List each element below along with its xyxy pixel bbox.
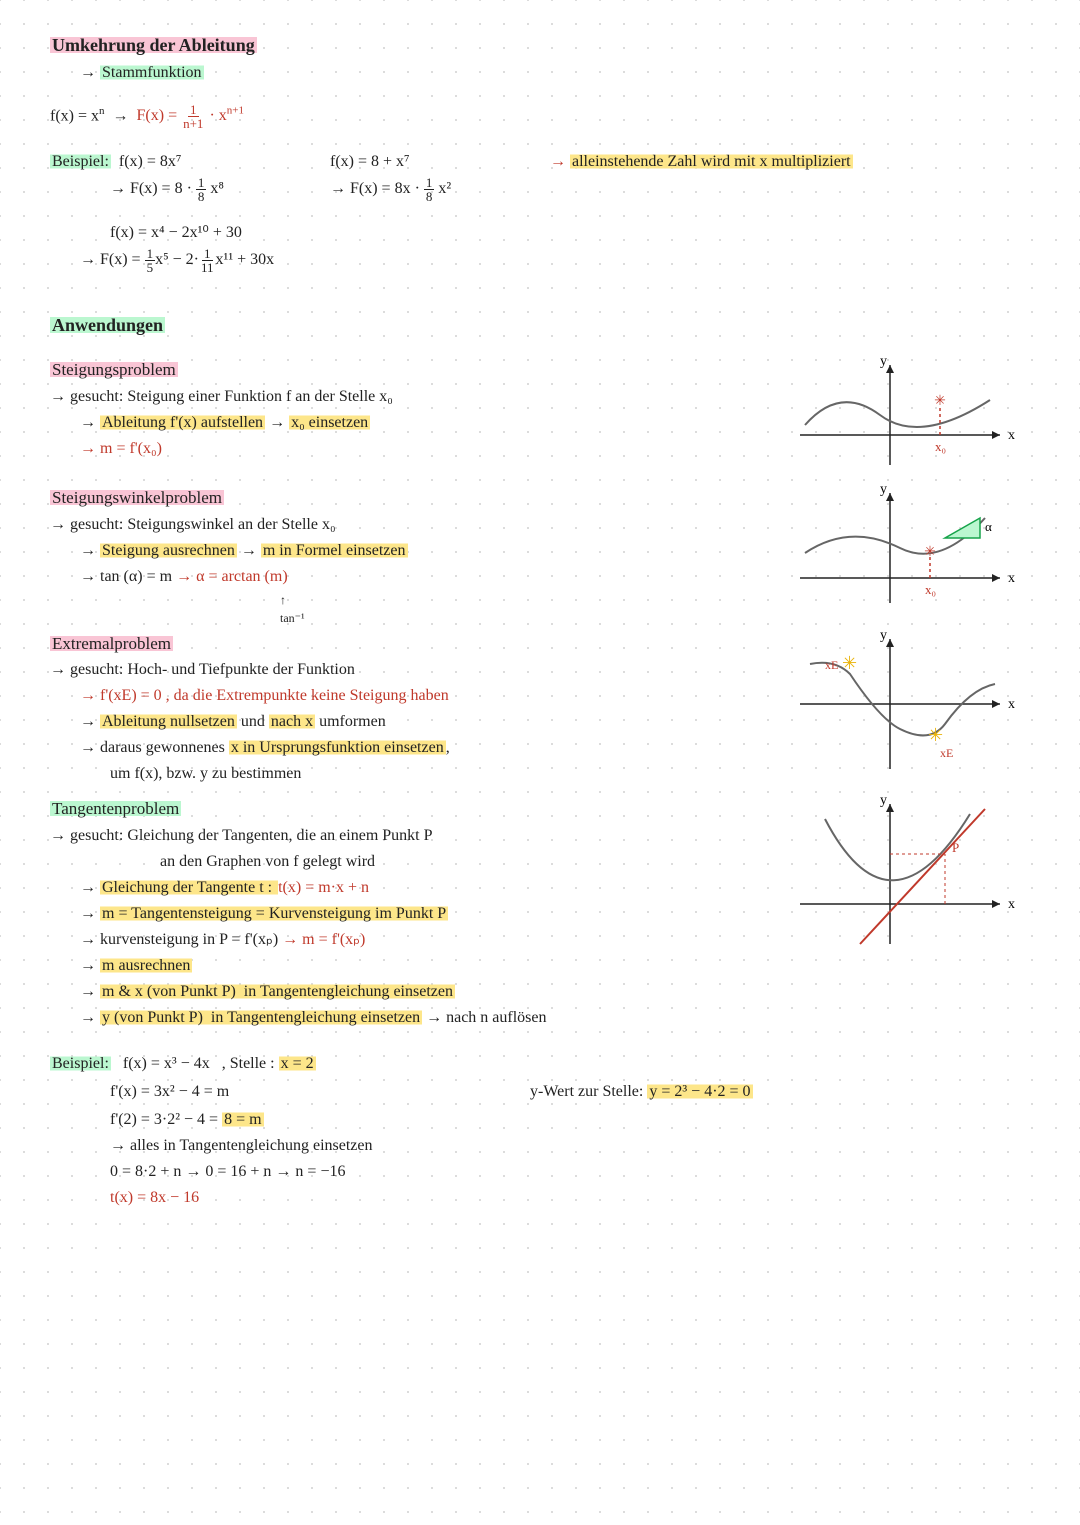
svg-text:x: x — [1008, 697, 1015, 712]
section-steigungsproblem: Steigungsproblem → gesucht: Steigung ein… — [50, 355, 1030, 475]
title-text: Umkehrung der Ableitung — [50, 35, 257, 55]
bsp2: Beispiel: f(x) = x³ − 4x , Stelle : x = … — [50, 1052, 1030, 1076]
svg-text:y: y — [880, 793, 887, 808]
graph-steigung: ✳ x y x₀ — [770, 355, 1030, 475]
svg-text:y: y — [880, 354, 887, 369]
section-extremal: Extremalproblem → gesucht: Hoch- und Tie… — [50, 629, 1030, 789]
section-tangenten: Tangentenproblem → gesucht: Gleichung de… — [50, 794, 1030, 1032]
stamm-text: Stammfunktion — [100, 64, 204, 81]
svg-text:x: x — [1008, 897, 1015, 912]
graph-winkel: ✳ α x y x₀ — [770, 483, 1030, 603]
svg-text:x: x — [1008, 428, 1015, 443]
svg-text:x₀: x₀ — [925, 582, 936, 597]
page-title: Umkehrung der Ableitung — [50, 32, 1030, 59]
graph-extremal: ✳ ✳ xE xE x y — [770, 629, 1030, 779]
svg-text:✳: ✳ — [924, 545, 936, 560]
svg-text:x₀: x₀ — [935, 439, 946, 454]
svg-text:xE: xE — [940, 746, 953, 760]
ex3-f: f(x) = x⁴ − 2x¹⁰ + 30 — [50, 221, 1030, 245]
svg-text:✳: ✳ — [842, 653, 857, 673]
graph-tangente: P x y — [770, 794, 1030, 954]
section-steigungswinkel: Steigungswinkelproblem → gesucht: Steigu… — [50, 483, 1030, 629]
svg-text:α: α — [985, 519, 992, 534]
svg-text:✳: ✳ — [934, 394, 946, 409]
ex3-F: → F(x) = 15x⁵ − 2·111x¹¹ + 30x — [50, 247, 1030, 274]
rule-lhs: f(x) = x — [50, 107, 99, 124]
svg-text:P: P — [952, 840, 959, 855]
power-rule: f(x) = xn → F(x) = 1n+1 · xn+1 — [50, 103, 1030, 130]
svg-text:y: y — [880, 628, 887, 643]
anwendungen-heading: Anwendungen — [50, 312, 1030, 339]
svg-text:x: x — [1008, 571, 1015, 586]
stamm-line: → Stammfunktion — [50, 61, 1030, 85]
example-row-1: Beispiel: f(x) = 8x⁷ → F(x) = 8 · 18 x⁸ … — [50, 148, 1030, 205]
svg-text:✳: ✳ — [928, 725, 943, 745]
svg-text:y: y — [880, 482, 887, 497]
svg-text:xE: xE — [825, 658, 838, 672]
